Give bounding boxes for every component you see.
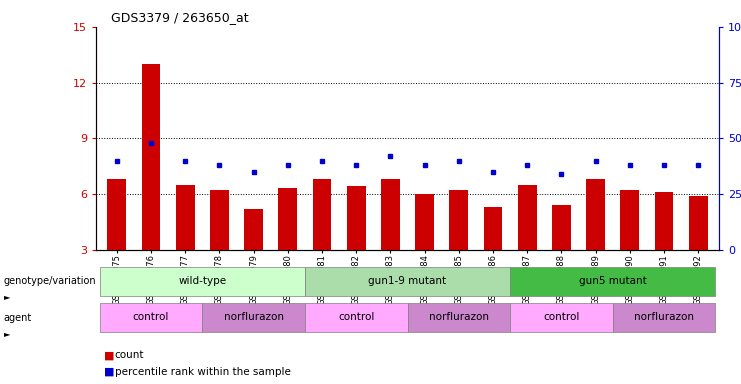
Text: wild-type: wild-type — [179, 276, 227, 286]
Text: control: control — [133, 312, 169, 322]
Text: gun1-9 mutant: gun1-9 mutant — [368, 276, 447, 286]
Text: count: count — [115, 350, 144, 360]
Bar — [381, 179, 400, 250]
Bar — [107, 179, 126, 250]
Bar — [245, 209, 263, 250]
Bar — [210, 190, 229, 250]
Bar — [305, 266, 510, 296]
Bar — [654, 192, 674, 250]
Bar — [613, 303, 715, 333]
Bar — [279, 189, 297, 250]
Text: ■: ■ — [104, 367, 114, 377]
Bar — [100, 303, 202, 333]
Bar — [510, 303, 613, 333]
Text: control: control — [338, 312, 374, 322]
Bar — [347, 187, 365, 250]
Bar — [142, 64, 161, 250]
Bar — [176, 185, 195, 250]
Bar — [450, 190, 468, 250]
Bar — [552, 205, 571, 250]
Bar — [484, 207, 502, 250]
Bar — [510, 266, 715, 296]
Bar — [689, 196, 708, 250]
Bar — [518, 185, 536, 250]
Text: ►: ► — [4, 292, 10, 301]
Bar — [305, 303, 408, 333]
Text: norflurazon: norflurazon — [224, 312, 284, 322]
Bar — [408, 303, 510, 333]
Bar — [100, 266, 305, 296]
Text: ►: ► — [4, 329, 10, 338]
Bar — [313, 179, 331, 250]
Text: genotype/variation: genotype/variation — [4, 276, 96, 286]
Bar — [586, 179, 605, 250]
Bar — [415, 194, 434, 250]
Text: agent: agent — [4, 313, 32, 323]
Text: GDS3379 / 263650_at: GDS3379 / 263650_at — [111, 12, 249, 25]
Text: gun5 mutant: gun5 mutant — [579, 276, 647, 286]
Bar — [620, 190, 639, 250]
Text: norflurazon: norflurazon — [429, 312, 489, 322]
Bar — [202, 303, 305, 333]
Text: norflurazon: norflurazon — [634, 312, 694, 322]
Text: ■: ■ — [104, 350, 114, 360]
Text: percentile rank within the sample: percentile rank within the sample — [115, 367, 290, 377]
Text: control: control — [543, 312, 579, 322]
